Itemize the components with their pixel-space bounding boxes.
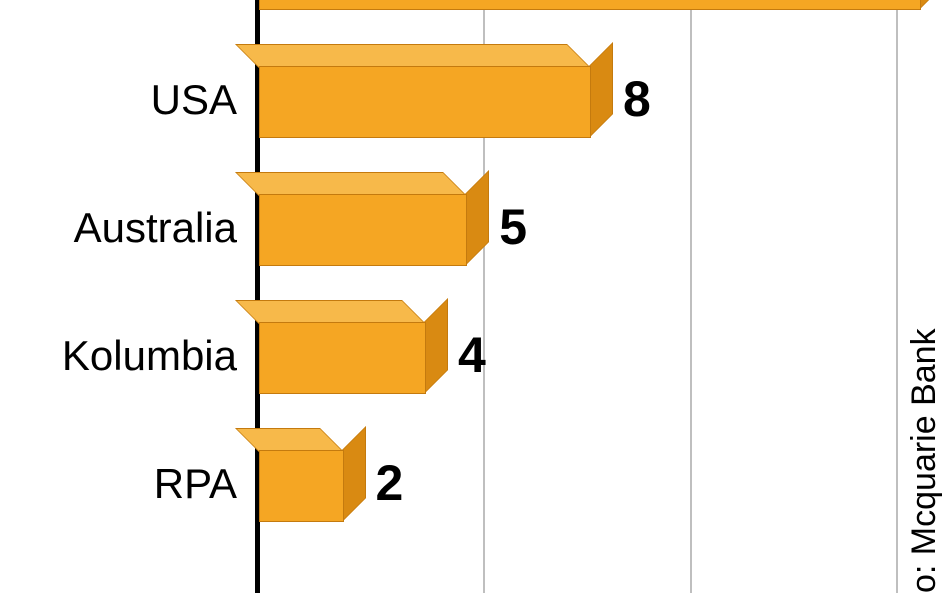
- bar-chart: 16USA8Australia5Kolumbia4RPA2o: Mcquarie…: [0, 0, 948, 593]
- value-label: 2: [376, 454, 404, 512]
- bar-right-face: [589, 42, 613, 138]
- bar-front-face: [259, 450, 344, 522]
- category-label: Kolumbia: [0, 332, 237, 380]
- bar-right-face: [465, 170, 489, 266]
- bar-front-face: [259, 0, 921, 10]
- bar-top-face: [235, 44, 591, 68]
- bar-right-face: [424, 298, 448, 394]
- bar-right-face: [342, 426, 366, 522]
- value-label: 5: [499, 198, 527, 256]
- bar-front-face: [259, 194, 467, 266]
- bar-front-face: [259, 322, 426, 394]
- source-label: o: Mcquarie Bank: [905, 328, 944, 593]
- bar: [259, 322, 446, 414]
- source-prefix: o:: [905, 565, 943, 593]
- bar: [259, 0, 941, 30]
- category-label: RPA: [0, 460, 237, 508]
- value-label: 4: [458, 326, 486, 384]
- bar-top-face: [235, 172, 467, 196]
- category-label: USA: [0, 76, 237, 124]
- bar: [259, 194, 487, 286]
- grid-line: [690, 0, 692, 593]
- value-label: 8: [623, 70, 651, 128]
- bar: [259, 450, 364, 542]
- bar-top-face: [235, 428, 344, 452]
- bar-right-face: [919, 0, 943, 10]
- bar-top-face: [235, 300, 426, 324]
- bar: [259, 66, 611, 158]
- source-text: Mcquarie Bank: [905, 328, 943, 555]
- bar-front-face: [259, 66, 591, 138]
- category-label: Australia: [0, 204, 237, 252]
- grid-line: [896, 0, 898, 593]
